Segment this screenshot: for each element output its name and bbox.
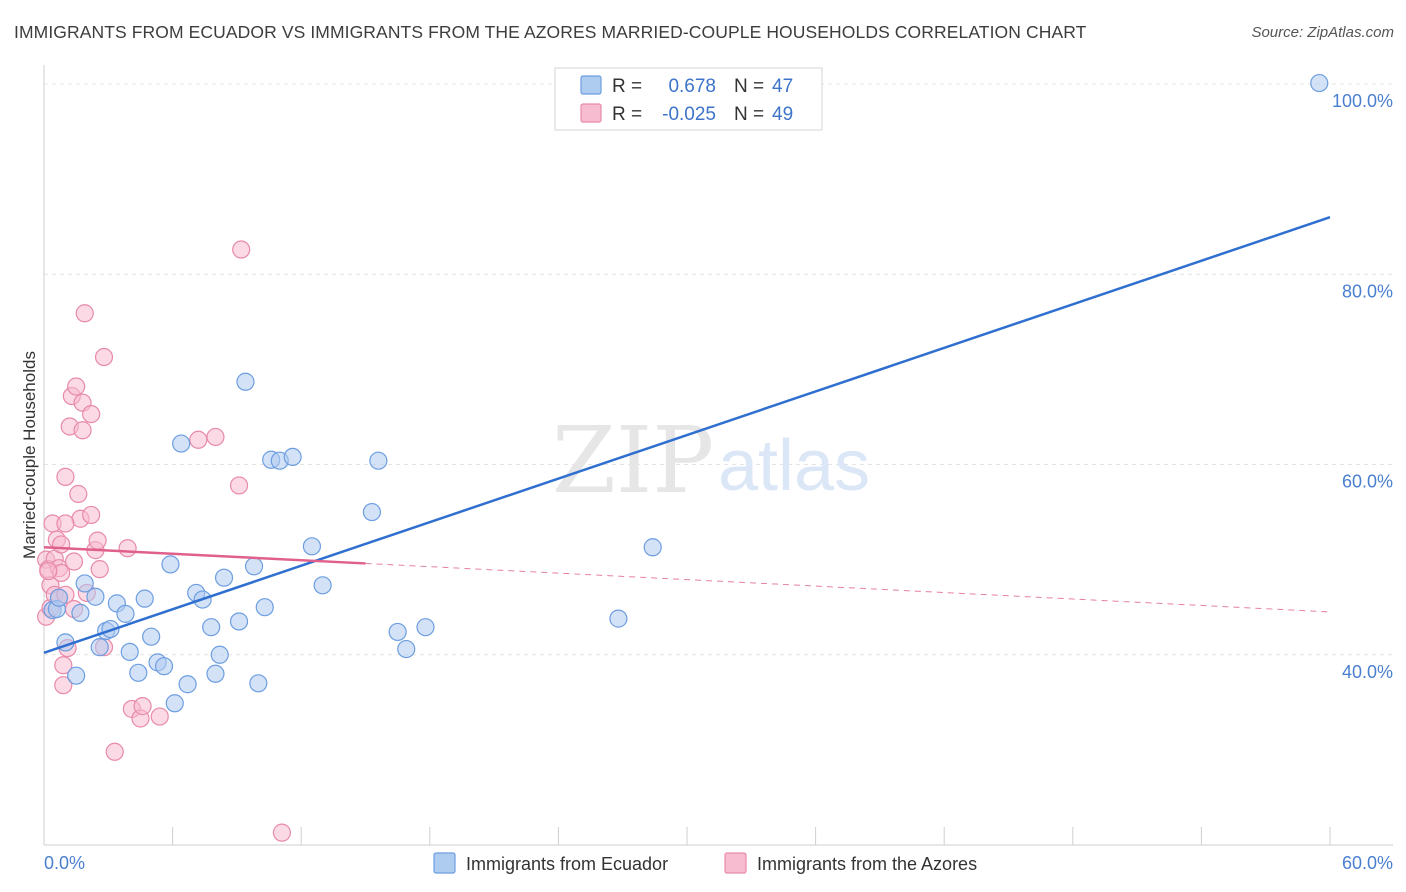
azores-point-36 bbox=[105, 742, 124, 761]
bottom-legend-label-azores: Immigrants from the Azores bbox=[757, 854, 977, 874]
y-tick-label-2: 80.0% bbox=[1342, 281, 1393, 301]
series-legend: Immigrants from Ecuador Immigrants from … bbox=[433, 852, 977, 874]
legend-swatch-ecuador bbox=[580, 75, 602, 95]
ecuador-trend-line bbox=[43, 216, 1331, 655]
watermark-atlas: atlas bbox=[718, 426, 870, 506]
ecuador-point-41 bbox=[388, 622, 407, 642]
x-tick-label-min: 0.0% bbox=[44, 853, 85, 873]
ecuador-point-27 bbox=[210, 645, 229, 664]
ecuador-point-37 bbox=[302, 537, 322, 556]
ecuador-point-40 bbox=[369, 451, 388, 470]
legend-r-label-azores: R = bbox=[612, 104, 642, 125]
azores-point-22 bbox=[67, 377, 86, 396]
azores-trend-line-extension bbox=[365, 562, 1331, 613]
ecuador-points bbox=[43, 73, 1329, 713]
ecuador-point-26 bbox=[206, 664, 225, 683]
y-tick-label-0: 40.0% bbox=[1342, 662, 1393, 682]
ecuador-point-28 bbox=[214, 568, 234, 587]
azores-point-45 bbox=[232, 240, 251, 259]
ecuador-point-38 bbox=[313, 576, 332, 595]
azores-point-29 bbox=[82, 505, 101, 525]
azores-point-15 bbox=[56, 467, 75, 486]
azores-point-37 bbox=[118, 539, 137, 558]
y-axis-label: Married-couple Households bbox=[20, 351, 39, 559]
azores-point-32 bbox=[88, 531, 107, 550]
ecuador-point-19 bbox=[161, 555, 180, 574]
ecuador-point-39 bbox=[362, 502, 382, 522]
ecuador-point-4 bbox=[67, 666, 86, 685]
legend-n-value-azores: 49 bbox=[772, 104, 793, 125]
azores-point-42 bbox=[189, 430, 208, 449]
ecuador-point-16 bbox=[142, 627, 161, 646]
ecuador-point-32 bbox=[249, 674, 268, 693]
azores-point-30 bbox=[82, 404, 101, 424]
ecuador-point-21 bbox=[172, 434, 191, 453]
azores-point-43 bbox=[206, 427, 225, 447]
ecuador-point-20 bbox=[165, 694, 184, 713]
azores-point-11 bbox=[52, 535, 71, 554]
legend-swatch-azores bbox=[580, 103, 602, 123]
ecuador-point-22 bbox=[178, 675, 197, 694]
ecuador-point-44 bbox=[609, 609, 628, 628]
correlation-legend: R = 0.678 N = 47 R = -0.025 N = 49 bbox=[554, 67, 823, 131]
legend-n-label-ecuador: N = bbox=[734, 76, 764, 97]
ecuador-point-15 bbox=[135, 589, 154, 608]
legend-r-value-ecuador: 0.678 bbox=[668, 76, 716, 97]
ecuador-point-5 bbox=[71, 603, 90, 623]
legend-n-label-azores: N = bbox=[734, 104, 764, 125]
ecuador-point-14 bbox=[129, 663, 148, 682]
x-tick-label-max: 60.0% bbox=[1342, 853, 1393, 873]
ecuador-point-8 bbox=[90, 638, 109, 657]
azores-point-14 bbox=[54, 676, 73, 695]
ecuador-point-31 bbox=[244, 557, 264, 576]
ecuador-point-2 bbox=[49, 588, 69, 607]
bottom-legend-swatch-ecuador bbox=[433, 852, 456, 874]
ecuador-point-43 bbox=[416, 618, 435, 637]
azores-point-20 bbox=[64, 552, 84, 571]
azores-point-47 bbox=[39, 561, 58, 581]
ecuador-point-46 bbox=[1310, 73, 1329, 93]
watermark-zip: ZIP bbox=[552, 407, 714, 514]
ecuador-point-7 bbox=[86, 587, 105, 606]
legend-r-value-azores: -0.025 bbox=[662, 104, 716, 125]
ecuador-point-13 bbox=[120, 642, 139, 662]
azores-point-27 bbox=[75, 304, 94, 323]
azores-point-35 bbox=[94, 347, 114, 367]
azores-point-40 bbox=[133, 697, 152, 716]
ecuador-point-25 bbox=[202, 618, 221, 637]
azores-point-48 bbox=[56, 514, 75, 533]
legend-n-value-ecuador: 47 bbox=[772, 76, 793, 97]
y-tick-label-1: 60.0% bbox=[1342, 472, 1393, 492]
y-tick-label-3: 100.0% bbox=[1332, 91, 1393, 111]
ecuador-point-42 bbox=[397, 639, 416, 659]
azores-point-23 bbox=[69, 484, 88, 504]
azores-points bbox=[37, 240, 292, 842]
ecuador-point-30 bbox=[236, 372, 255, 391]
azores-point-33 bbox=[90, 560, 109, 579]
ecuador-point-18 bbox=[154, 657, 174, 676]
bottom-legend-swatch-azores bbox=[724, 852, 747, 874]
ecuador-point-33 bbox=[255, 598, 274, 617]
ecuador-point-29 bbox=[229, 612, 249, 631]
azores-point-44 bbox=[229, 476, 249, 495]
chart-title: IMMIGRANTS FROM ECUADOR VS IMMIGRANTS FR… bbox=[14, 22, 1087, 42]
ecuador-point-36 bbox=[283, 447, 302, 467]
azores-point-41 bbox=[150, 707, 169, 726]
source-label: Source: ZipAtlas.com bbox=[1251, 24, 1394, 41]
bottom-legend-label-ecuador: Immigrants from Ecuador bbox=[466, 854, 668, 874]
trend-lines bbox=[43, 216, 1331, 655]
azores-trend-line bbox=[43, 546, 366, 565]
azores-point-25 bbox=[73, 421, 92, 440]
ecuador-point-12 bbox=[116, 604, 135, 623]
watermark: ZIP atlas bbox=[552, 407, 870, 514]
ecuador-point-45 bbox=[643, 538, 662, 557]
legend-r-label-ecuador: R = bbox=[612, 76, 642, 97]
azores-point-46 bbox=[272, 823, 292, 842]
azores-point-13 bbox=[54, 656, 73, 675]
ecuador-point-6 bbox=[75, 574, 94, 593]
y-tick-labels: 40.0% 60.0% 80.0% 100.0% bbox=[1332, 91, 1393, 682]
axes bbox=[43, 65, 1393, 846]
